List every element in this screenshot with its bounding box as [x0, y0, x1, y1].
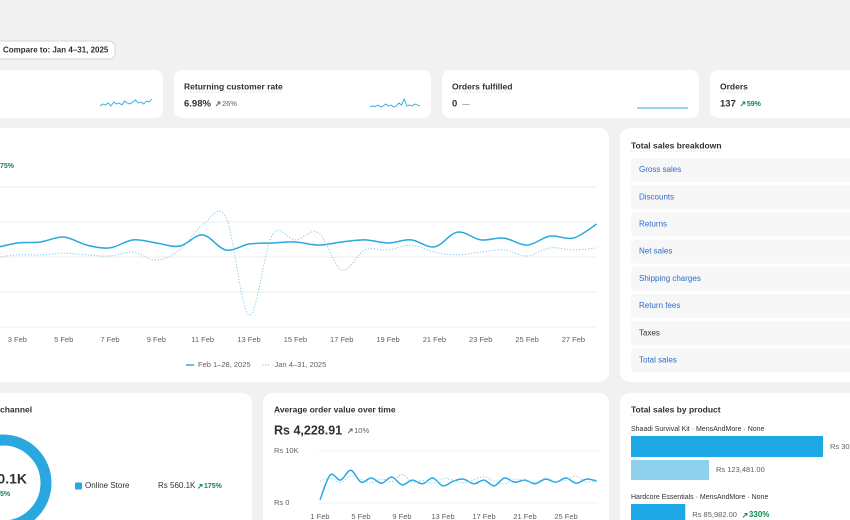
breakdown-label[interactable]: Gross sales	[639, 165, 681, 174]
compare-bar	[631, 460, 709, 480]
products-title: Total sales by product	[631, 404, 721, 414]
bar	[631, 436, 823, 457]
breakdown-label[interactable]: Net sales	[639, 247, 672, 256]
channel-card	[0, 393, 252, 520]
breakdown-label[interactable]: Total sales	[639, 356, 677, 365]
kpi-value: 0	[452, 99, 457, 110]
series-line	[0, 210, 597, 316]
x-tick-label: 9 Feb	[392, 512, 411, 520]
breakdown-row	[631, 239, 850, 264]
breakdown-title: Total sales breakdown	[631, 140, 722, 150]
breakdown-row	[631, 212, 850, 237]
legend-label: Jan 4–31, 2025	[275, 360, 327, 369]
compare-label: Compare to: Jan 4–31, 2025	[3, 46, 109, 55]
kpi-title: Orders	[720, 81, 748, 91]
x-tick-label: 9 Feb	[147, 335, 166, 344]
x-tick-label: 17 Feb	[330, 335, 353, 344]
trend-arrow	[740, 101, 746, 107]
series-line	[0, 223, 597, 251]
breakdown-label[interactable]: Shipping charges	[639, 274, 701, 283]
x-tick-label: 17 Feb	[472, 512, 495, 520]
breakdown-row	[631, 294, 850, 318]
sparkline	[99, 98, 153, 107]
x-tick-label: 21 Feb	[423, 335, 446, 344]
x-tick-label: 5 Feb	[351, 512, 370, 520]
x-tick-label: 23 Feb	[469, 335, 492, 344]
grid	[0, 186, 597, 328]
kpi-title: Returning customer rate	[184, 81, 283, 91]
y-tick-label: Rs 10K	[274, 446, 299, 455]
sparkline	[369, 97, 421, 108]
bar-label: Rs 85,982.00	[692, 510, 737, 519]
x-tick-label: 25 Feb	[515, 335, 538, 344]
donut-ring	[0, 434, 52, 520]
aov-value: Rs 4,228.91	[274, 423, 342, 437]
trend-arrow	[347, 428, 353, 434]
kpi-card[interactable]	[442, 70, 699, 118]
aov-card	[263, 393, 609, 520]
breakdown-label[interactable]: Returns	[639, 220, 667, 229]
kpi-card[interactable]	[710, 70, 850, 118]
breakdown-row	[631, 348, 850, 373]
kpi-card[interactable]	[174, 70, 431, 118]
aov-change: 10%	[354, 426, 369, 435]
breakdown-label[interactable]: Discounts	[639, 192, 674, 201]
x-tick-label: 19 Feb	[376, 335, 399, 344]
kpi-change: 59%	[747, 101, 762, 108]
x-tick-label: 21 Feb	[513, 512, 536, 520]
x-tick-label: 13 Feb	[237, 335, 260, 344]
bar-label: Rs 30	[830, 442, 850, 451]
bar	[631, 504, 686, 520]
donut-change: 5%	[0, 491, 11, 498]
bar-label: Rs 123,481.00	[716, 465, 765, 474]
x-tick-label: 1 Feb	[310, 512, 329, 520]
legend-swatch	[75, 482, 82, 490]
x-tick-label: 11 Feb	[191, 335, 214, 344]
channel-change: 175%	[204, 483, 223, 490]
trend-arrow	[742, 513, 748, 518]
kpi-change: 26%	[222, 99, 237, 108]
legend-label: Feb 1–28, 2025	[198, 360, 251, 369]
breakdown-row	[631, 158, 850, 182]
sales-change: 75%	[0, 163, 15, 170]
x-tick-label: 3 Feb	[8, 335, 27, 344]
breakdown-row	[631, 321, 850, 346]
kpi-value: 6.98%	[184, 99, 211, 110]
x-tick-label: 5 Feb	[54, 335, 73, 344]
kpi-title: Orders fulfilled	[452, 81, 512, 91]
x-tick-label: 27 Feb	[562, 335, 585, 344]
breakdown-label: Taxes	[639, 328, 660, 337]
kpi-card[interactable]	[0, 70, 163, 118]
channel-title: channel	[0, 404, 32, 414]
x-tick-label: 13 Feb	[431, 512, 454, 520]
donut-value: 60.1K	[0, 471, 27, 487]
kpi-change: —	[462, 99, 470, 108]
breakdown-label[interactable]: Return fees	[639, 301, 680, 310]
trend-arrow	[215, 101, 221, 107]
x-tick-label: 25 Feb	[554, 512, 577, 520]
product-name: Hardcore Essentials · MensAndMore · None	[631, 494, 768, 501]
x-tick-label: 7 Feb	[100, 335, 119, 344]
channel-value: Rs 560.1K	[158, 481, 196, 490]
sales-card	[0, 128, 609, 382]
kpi-value: 137	[720, 99, 736, 110]
breakdown-row	[631, 266, 850, 291]
x-tick-label: 15 Feb	[284, 335, 307, 344]
compare-button[interactable]	[0, 40, 116, 60]
breakdown-row	[631, 185, 850, 210]
aov-title: Average order value over time	[274, 404, 396, 414]
series-line	[319, 469, 597, 501]
trend-arrow	[197, 484, 203, 489]
bar-change: 330%	[749, 510, 769, 519]
product-name: Shaadi Survival Kit · MensAndMore · None	[631, 426, 765, 433]
channel-name: Online Store	[85, 481, 130, 490]
y-tick-label: Rs 0	[274, 498, 289, 507]
